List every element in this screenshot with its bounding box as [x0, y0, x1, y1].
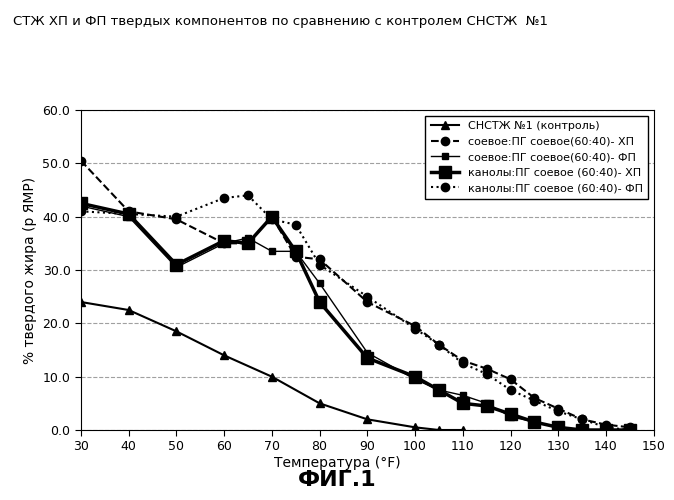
- канолы:ПГ соевое (60:40)- ФП: [315, 262, 324, 268]
- канолы:ПГ соевое (60:40)- ФП: [125, 211, 133, 217]
- канолы:ПГ соевое (60:40)- ФП: [626, 427, 634, 433]
- соевое:ПГ соевое(60:40)- ХП: [459, 358, 467, 364]
- канолы:ПГ соевое (60:40)- ФП: [411, 326, 419, 332]
- соевое:ПГ соевое(60:40)- ФП: [173, 264, 181, 270]
- канолы:ПГ соевое (60:40)- ФП: [602, 424, 610, 430]
- соевое:ПГ соевое(60:40)- ХП: [220, 240, 228, 246]
- канолы:ПГ соевое (60:40)- ХП: [173, 262, 181, 268]
- канолы:ПГ соевое (60:40)- ХП: [530, 419, 539, 425]
- канолы:ПГ соевое (60:40)- ХП: [315, 299, 324, 305]
- канолы:ПГ соевое (60:40)- ФП: [77, 208, 85, 214]
- СНСТЖ №1 (контроль): [77, 299, 85, 305]
- соевое:ПГ соевое(60:40)- ФП: [459, 392, 467, 398]
- СНСТЖ №1 (контроль): [173, 328, 181, 334]
- соевое:ПГ соевое(60:40)- ФП: [244, 235, 252, 241]
- канолы:ПГ соевое (60:40)- ФП: [292, 222, 300, 228]
- Text: ФИГ.1: ФИГ.1: [298, 470, 376, 490]
- Line: канолы:ПГ соевое (60:40)- ХП: канолы:ПГ соевое (60:40)- ХП: [75, 198, 636, 436]
- канолы:ПГ соевое (60:40)- ХП: [483, 403, 491, 409]
- канолы:ПГ соевое (60:40)- ХП: [125, 211, 133, 217]
- соевое:ПГ соевое(60:40)- ФП: [554, 424, 562, 430]
- канолы:ПГ соевое (60:40)- ФП: [244, 192, 252, 198]
- СНСТЖ №1 (контроль): [363, 416, 371, 422]
- Text: Температура (°F): Температура (°F): [274, 456, 400, 469]
- соевое:ПГ соевое(60:40)- ХП: [483, 366, 491, 372]
- канолы:ПГ соевое (60:40)- ФП: [268, 216, 276, 222]
- соевое:ПГ соевое(60:40)- ХП: [315, 256, 324, 262]
- СНСТЖ №1 (контроль): [459, 427, 467, 433]
- Line: соевое:ПГ соевое(60:40)- ХП: соевое:ПГ соевое(60:40)- ХП: [77, 156, 634, 432]
- канолы:ПГ соевое (60:40)- ХП: [459, 400, 467, 406]
- канолы:ПГ соевое (60:40)- ФП: [554, 408, 562, 414]
- соевое:ПГ соевое(60:40)- ХП: [292, 254, 300, 260]
- соевое:ПГ соевое(60:40)- ХП: [244, 240, 252, 246]
- соевое:ПГ соевое(60:40)- ХП: [77, 158, 85, 164]
- соевое:ПГ соевое(60:40)- ХП: [554, 406, 562, 411]
- канолы:ПГ соевое (60:40)- ХП: [244, 240, 252, 246]
- канолы:ПГ соевое (60:40)- ФП: [435, 342, 443, 347]
- канолы:ПГ соевое (60:40)- ФП: [363, 294, 371, 300]
- канолы:ПГ соевое (60:40)- ФП: [220, 195, 228, 201]
- соевое:ПГ соевое(60:40)- ФП: [506, 414, 514, 420]
- соевое:ПГ соевое(60:40)- ФП: [411, 376, 419, 382]
- СНСТЖ №1 (контроль): [411, 424, 419, 430]
- канолы:ПГ соевое (60:40)- ХП: [292, 248, 300, 254]
- канолы:ПГ соевое (60:40)- ФП: [506, 387, 514, 393]
- канолы:ПГ соевое (60:40)- ХП: [506, 411, 514, 417]
- соевое:ПГ соевое(60:40)- ХП: [411, 323, 419, 329]
- соевое:ПГ соевое(60:40)- ХП: [626, 424, 634, 430]
- канолы:ПГ соевое (60:40)- ХП: [554, 424, 562, 430]
- соевое:ПГ соевое(60:40)- ФП: [435, 387, 443, 393]
- соевое:ПГ соевое(60:40)- ФП: [363, 350, 371, 356]
- соевое:ПГ соевое(60:40)- ХП: [435, 342, 443, 347]
- соевое:ПГ соевое(60:40)- ХП: [173, 216, 181, 222]
- соевое:ПГ соевое(60:40)- ФП: [77, 203, 85, 209]
- соевое:ПГ соевое(60:40)- ФП: [602, 427, 610, 433]
- канолы:ПГ соевое (60:40)- ХП: [411, 374, 419, 380]
- канолы:ПГ соевое (60:40)- ФП: [578, 416, 586, 422]
- соевое:ПГ соевое(60:40)- ХП: [506, 376, 514, 382]
- соевое:ПГ соевое(60:40)- ХП: [268, 214, 276, 220]
- канолы:ПГ соевое (60:40)- ХП: [268, 214, 276, 220]
- соевое:ПГ соевое(60:40)- ФП: [530, 419, 539, 425]
- канолы:ПГ соевое (60:40)- ХП: [363, 355, 371, 361]
- соевое:ПГ соевое(60:40)- ХП: [578, 416, 586, 422]
- канолы:ПГ соевое (60:40)- ФП: [173, 214, 181, 220]
- канолы:ПГ соевое (60:40)- ХП: [435, 387, 443, 393]
- канолы:ПГ соевое (60:40)- ХП: [77, 200, 85, 206]
- соевое:ПГ соевое(60:40)- ХП: [363, 299, 371, 305]
- соевое:ПГ соевое(60:40)- ХП: [125, 208, 133, 214]
- канолы:ПГ соевое (60:40)- ХП: [220, 238, 228, 244]
- соевое:ПГ соевое(60:40)- ФП: [268, 248, 276, 254]
- соевое:ПГ соевое(60:40)- ФП: [292, 248, 300, 254]
- канолы:ПГ соевое (60:40)- ФП: [483, 371, 491, 377]
- СНСТЖ №1 (контроль): [220, 352, 228, 358]
- соевое:ПГ соевое(60:40)- ХП: [530, 395, 539, 401]
- СНСТЖ №1 (контроль): [268, 374, 276, 380]
- Text: СТЖ ХП и ФП твердых компонентов по сравнению с контролем СНСТЖ  №1: СТЖ ХП и ФП твердых компонентов по сравн…: [13, 15, 549, 28]
- соевое:ПГ соевое(60:40)- ФП: [626, 427, 634, 433]
- соевое:ПГ соевое(60:40)- ФП: [220, 240, 228, 246]
- Y-axis label: % твердого жира (р ЯМР): % твердого жира (р ЯМР): [23, 176, 37, 364]
- канолы:ПГ соевое (60:40)- ХП: [578, 427, 586, 433]
- Line: СНСТЖ №1 (контроль): СНСТЖ №1 (контроль): [77, 298, 467, 434]
- Line: канолы:ПГ соевое (60:40)- ФП: канолы:ПГ соевое (60:40)- ФП: [77, 191, 634, 434]
- соевое:ПГ соевое(60:40)- ФП: [315, 280, 324, 286]
- соевое:ПГ соевое(60:40)- ФП: [125, 214, 133, 220]
- Line: соевое:ПГ соевое(60:40)- ФП: соевое:ПГ соевое(60:40)- ФП: [78, 202, 634, 434]
- канолы:ПГ соевое (60:40)- ХП: [602, 427, 610, 433]
- соевое:ПГ соевое(60:40)- ХП: [602, 422, 610, 428]
- СНСТЖ №1 (контроль): [315, 400, 324, 406]
- канолы:ПГ соевое (60:40)- ФП: [459, 360, 467, 366]
- соевое:ПГ соевое(60:40)- ФП: [578, 427, 586, 433]
- канолы:ПГ соевое (60:40)- ХП: [626, 427, 634, 433]
- СНСТЖ №1 (контроль): [125, 307, 133, 313]
- соевое:ПГ соевое(60:40)- ФП: [483, 400, 491, 406]
- СНСТЖ №1 (контроль): [435, 427, 443, 433]
- Legend: СНСТЖ №1 (контроль), соевое:ПГ соевое(60:40)- ХП, соевое:ПГ соевое(60:40)- ФП, к: СНСТЖ №1 (контроль), соевое:ПГ соевое(60…: [425, 116, 648, 199]
- канолы:ПГ соевое (60:40)- ФП: [530, 398, 539, 404]
